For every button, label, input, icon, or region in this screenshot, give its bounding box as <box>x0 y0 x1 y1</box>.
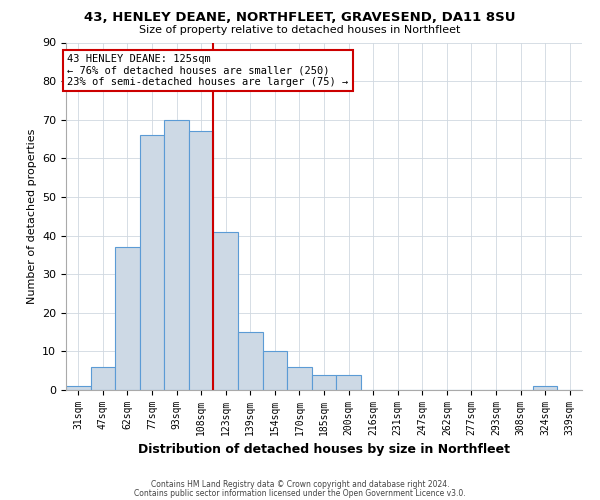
Text: Contains HM Land Registry data © Crown copyright and database right 2024.: Contains HM Land Registry data © Crown c… <box>151 480 449 489</box>
Y-axis label: Number of detached properties: Number of detached properties <box>26 128 37 304</box>
Text: 43, HENLEY DEANE, NORTHFLEET, GRAVESEND, DA11 8SU: 43, HENLEY DEANE, NORTHFLEET, GRAVESEND,… <box>84 11 516 24</box>
Bar <box>189 132 214 390</box>
Bar <box>263 352 287 390</box>
Bar <box>66 386 91 390</box>
Text: Size of property relative to detached houses in Northfleet: Size of property relative to detached ho… <box>139 25 461 35</box>
Bar <box>336 374 361 390</box>
Bar <box>214 232 238 390</box>
Bar <box>533 386 557 390</box>
Bar <box>115 247 140 390</box>
Bar <box>164 120 189 390</box>
Bar <box>312 374 336 390</box>
Text: Contains public sector information licensed under the Open Government Licence v3: Contains public sector information licen… <box>134 489 466 498</box>
Bar <box>287 367 312 390</box>
Bar <box>140 135 164 390</box>
X-axis label: Distribution of detached houses by size in Northfleet: Distribution of detached houses by size … <box>138 444 510 456</box>
Text: 43 HENLEY DEANE: 125sqm
← 76% of detached houses are smaller (250)
23% of semi-d: 43 HENLEY DEANE: 125sqm ← 76% of detache… <box>67 54 349 88</box>
Bar <box>91 367 115 390</box>
Bar <box>238 332 263 390</box>
